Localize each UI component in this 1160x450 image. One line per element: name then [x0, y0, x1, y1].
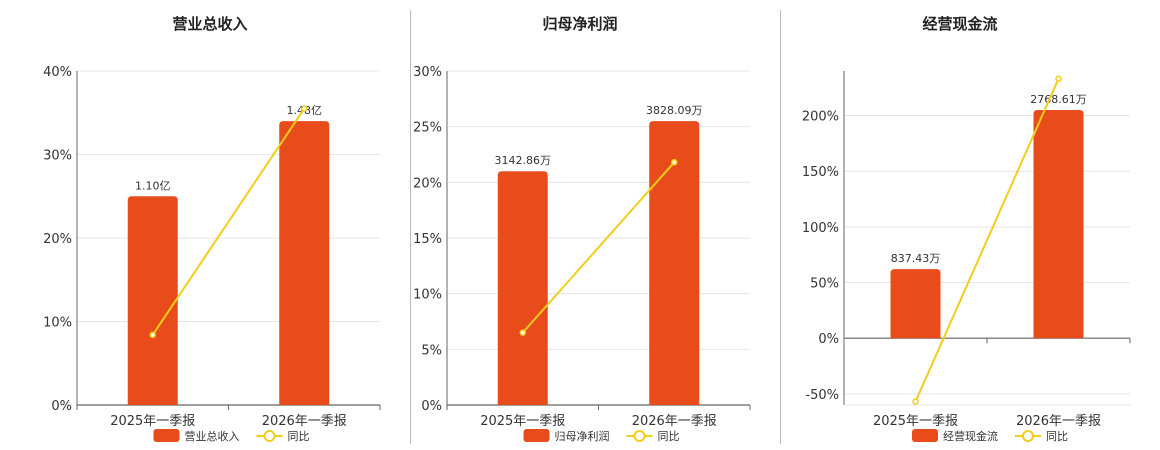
- y-tick-label: 15%: [413, 232, 442, 247]
- legend-bar-swatch: [153, 429, 180, 442]
- legend-line-label: 同比: [288, 430, 310, 443]
- legend-bar-label: 经营现金流: [943, 429, 998, 443]
- y-tick-label: 0%: [421, 399, 442, 414]
- bar: [649, 121, 700, 405]
- bar: [127, 196, 178, 405]
- y-tick-label: 10%: [43, 316, 72, 331]
- x-category-label: 2026年一季报: [262, 414, 347, 429]
- yoy-point: [1055, 75, 1062, 83]
- chart-title: 归母净利润: [542, 15, 617, 33]
- legend-bar-swatch: [523, 429, 550, 442]
- y-tick-label: 200%: [802, 110, 839, 125]
- yoy-point: [912, 398, 919, 405]
- yoy-line: [914, 78, 1060, 403]
- yoy-point: [519, 329, 526, 336]
- chart-title: 营业总收入: [172, 15, 247, 33]
- legend-line-marker: [1022, 430, 1034, 442]
- y-tick-label: 20%: [413, 176, 442, 191]
- y-tick-label: 5%: [421, 343, 442, 358]
- x-category-label: 2026年一季报: [1016, 414, 1101, 429]
- yoy-point: [149, 331, 156, 339]
- y-tick-label: 100%: [802, 221, 839, 236]
- yoy-point: [671, 159, 678, 166]
- legend-bar-swatch: [912, 429, 938, 442]
- x-category-label: 2026年一季报: [632, 414, 717, 429]
- y-tick-label: 30%: [413, 65, 442, 80]
- legend-line-marker: [633, 430, 646, 442]
- y-tick-label: 150%: [802, 165, 839, 180]
- x-category-label: 2025年一季报: [873, 414, 958, 429]
- chart-title: 经营现金流: [922, 15, 997, 33]
- y-tick-label: 0%: [51, 399, 72, 414]
- bar-value-label: 3142.86万: [495, 154, 552, 167]
- y-tick-label: 40%: [43, 65, 72, 80]
- bar: [890, 269, 941, 339]
- legend-bar-label: 归母净利润: [555, 429, 610, 443]
- legend-bar-label: 营业总收入: [185, 429, 240, 443]
- bar: [1033, 109, 1084, 339]
- y-tick-label: 25%: [413, 121, 442, 136]
- yoy-line: [151, 108, 306, 336]
- y-tick-label: 30%: [43, 149, 72, 164]
- panel-divider-2: [780, 10, 781, 444]
- x-category-label: 2025年一季报: [110, 414, 195, 429]
- bar: [279, 121, 330, 405]
- y-tick-label: -50%: [805, 388, 839, 403]
- bar-value-label: 1.10亿: [135, 179, 171, 192]
- bar-value-label: 3828.09万: [646, 104, 703, 117]
- y-tick-label: 10%: [413, 288, 442, 303]
- x-category-label: 2025年一季报: [480, 414, 565, 429]
- bar-value-label: 2768.61万: [1030, 93, 1087, 106]
- legend-line-label: 同比: [1046, 430, 1068, 443]
- panel-divider-1: [410, 10, 411, 444]
- y-tick-label: 0%: [818, 332, 839, 347]
- bar: [497, 171, 548, 405]
- yoy-line: [522, 161, 675, 334]
- y-tick-label: 20%: [43, 232, 72, 247]
- yoy-point: [301, 105, 308, 112]
- y-tick-label: 50%: [810, 277, 839, 292]
- bar-value-label: 837.43万: [891, 252, 941, 265]
- legend-line-label: 同比: [658, 430, 680, 443]
- legend-line-marker: [263, 430, 276, 442]
